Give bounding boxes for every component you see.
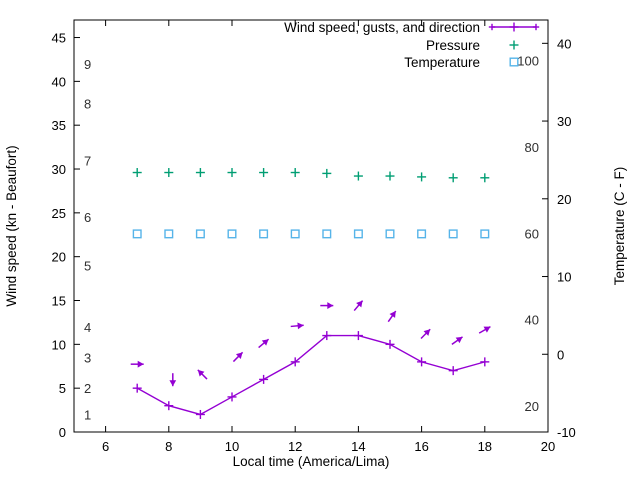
y2-tick-label: 20: [557, 192, 571, 207]
y2-axis-fahrenheit-labels: 20 40 60 80 100: [517, 54, 539, 414]
arrow-head: [356, 300, 363, 308]
y-tick-label: 35: [52, 118, 66, 133]
chart-legend: Wind speed, gusts, and direction Pressure…: [284, 20, 540, 70]
y-tick-label: 30: [52, 162, 66, 177]
y-tick-label: 10: [52, 337, 66, 352]
arrow-head: [423, 329, 431, 336]
fahrenheit-label: 40: [525, 313, 539, 328]
x-tick-label: 16: [414, 439, 428, 454]
y-tick-label: 15: [52, 294, 66, 309]
temperature-point: [259, 229, 269, 239]
temperature-point: [164, 229, 174, 239]
arrow-head: [297, 322, 304, 330]
y2-tick-label: 10: [557, 270, 571, 285]
x-tick-label: 10: [225, 439, 239, 454]
wind-direction-arrow: [290, 322, 304, 330]
temperature-point: [385, 229, 395, 239]
arrow-head: [389, 311, 396, 318]
arrow-head: [235, 352, 243, 359]
y-tick-label: 45: [52, 31, 66, 46]
x-axis-ticks: [105, 20, 549, 432]
series-wind-speed: [132, 331, 490, 419]
beaufort-label: 7: [84, 153, 91, 168]
arrow-head: [455, 336, 463, 344]
series-temperature: [132, 229, 490, 239]
series-wind-direction-arrows: [130, 300, 491, 387]
wind-direction-arrow: [232, 351, 244, 363]
fahrenheit-label: 80: [525, 140, 539, 155]
x-axis-tick-labels: 6 8 10 12 14 16 18 20: [102, 439, 555, 454]
arrow-head: [169, 380, 177, 387]
beaufort-label: 5: [84, 258, 91, 273]
arrow-head: [197, 369, 205, 377]
fahrenheit-label: 100: [517, 54, 539, 69]
wind-direction-arrow: [320, 302, 334, 309]
beaufort-label: 8: [84, 96, 91, 111]
temperature-point: [448, 229, 458, 239]
arrow-head: [483, 326, 491, 333]
x-tick-label: 8: [165, 439, 172, 454]
y-tick-label: 5: [59, 381, 66, 396]
x-axis-title: Local time (America/Lima): [233, 454, 390, 469]
wind-direction-arrow: [420, 328, 431, 339]
temperature-point: [227, 229, 237, 239]
y2-axis-title: Temperature (C - F): [612, 167, 627, 286]
y-axis-ticks: [74, 37, 80, 433]
y-tick-label: 0: [59, 425, 66, 440]
legend-label: Wind speed, gusts, and direction: [284, 20, 480, 35]
y-tick-label: 40: [52, 74, 66, 89]
series-pressure: [132, 168, 490, 183]
plot-frame: [73, 19, 549, 433]
beaufort-label: 9: [84, 57, 91, 72]
temperature-point: [480, 229, 490, 239]
y-axis-tick-labels: 0 5 10 15 20 25 30 35 40 45: [52, 31, 66, 440]
y-tick-label: 25: [52, 206, 66, 221]
arrow-head: [327, 302, 334, 309]
temperature-point: [290, 229, 300, 239]
y2-tick-label: 0: [557, 347, 564, 362]
legend-label: Pressure: [426, 38, 480, 53]
wind-direction-arrow: [197, 369, 208, 380]
x-tick-label: 14: [351, 439, 365, 454]
beaufort-label: 3: [84, 350, 91, 365]
beaufort-label: 1: [84, 407, 91, 422]
arrow-head: [261, 339, 269, 346]
y2-tick-label: -10: [557, 425, 576, 440]
wind-direction-arrow: [130, 360, 144, 368]
wind-direction-arrow: [478, 325, 491, 334]
temperature-point: [322, 229, 332, 239]
wind-direction-arrow: [258, 338, 270, 349]
fahrenheit-label: 20: [525, 399, 539, 414]
wind-direction-arrow: [387, 310, 397, 323]
temperature-point: [417, 229, 427, 239]
x-tick-label: 20: [541, 439, 555, 454]
legend-label: Temperature: [404, 55, 480, 70]
temperature-point: [132, 229, 142, 239]
y2-tick-label: 30: [557, 114, 571, 129]
wind-speed-line: [136, 334, 485, 416]
legend-marker-square: [509, 57, 519, 67]
x-tick-label: 18: [478, 439, 492, 454]
wind-direction-arrow: [169, 373, 177, 387]
x-tick-label: 12: [288, 439, 302, 454]
y2-axis-ticks: [542, 42, 548, 433]
y2-axis-tick-labels: -10 0 10 20 30 40: [557, 36, 576, 440]
wind-direction-arrow: [451, 336, 463, 345]
beaufort-label: 4: [84, 320, 91, 335]
beaufort-label: 2: [84, 381, 91, 396]
wind-direction-arrow: [353, 300, 364, 312]
temperature-point: [353, 229, 363, 239]
fahrenheit-label: 60: [525, 226, 539, 241]
y-axis-title: Wind speed (kn - Beaufort): [4, 145, 19, 306]
x-tick-label: 6: [102, 439, 109, 454]
y-axis-beaufort-labels: 1 2 3 4 5 6 7 8 9: [84, 57, 91, 423]
beaufort-label: 6: [84, 210, 91, 225]
temperature-point: [195, 229, 205, 239]
y2-tick-label: 40: [557, 36, 571, 51]
arrow-head: [137, 360, 144, 368]
y-tick-label: 20: [52, 250, 66, 265]
